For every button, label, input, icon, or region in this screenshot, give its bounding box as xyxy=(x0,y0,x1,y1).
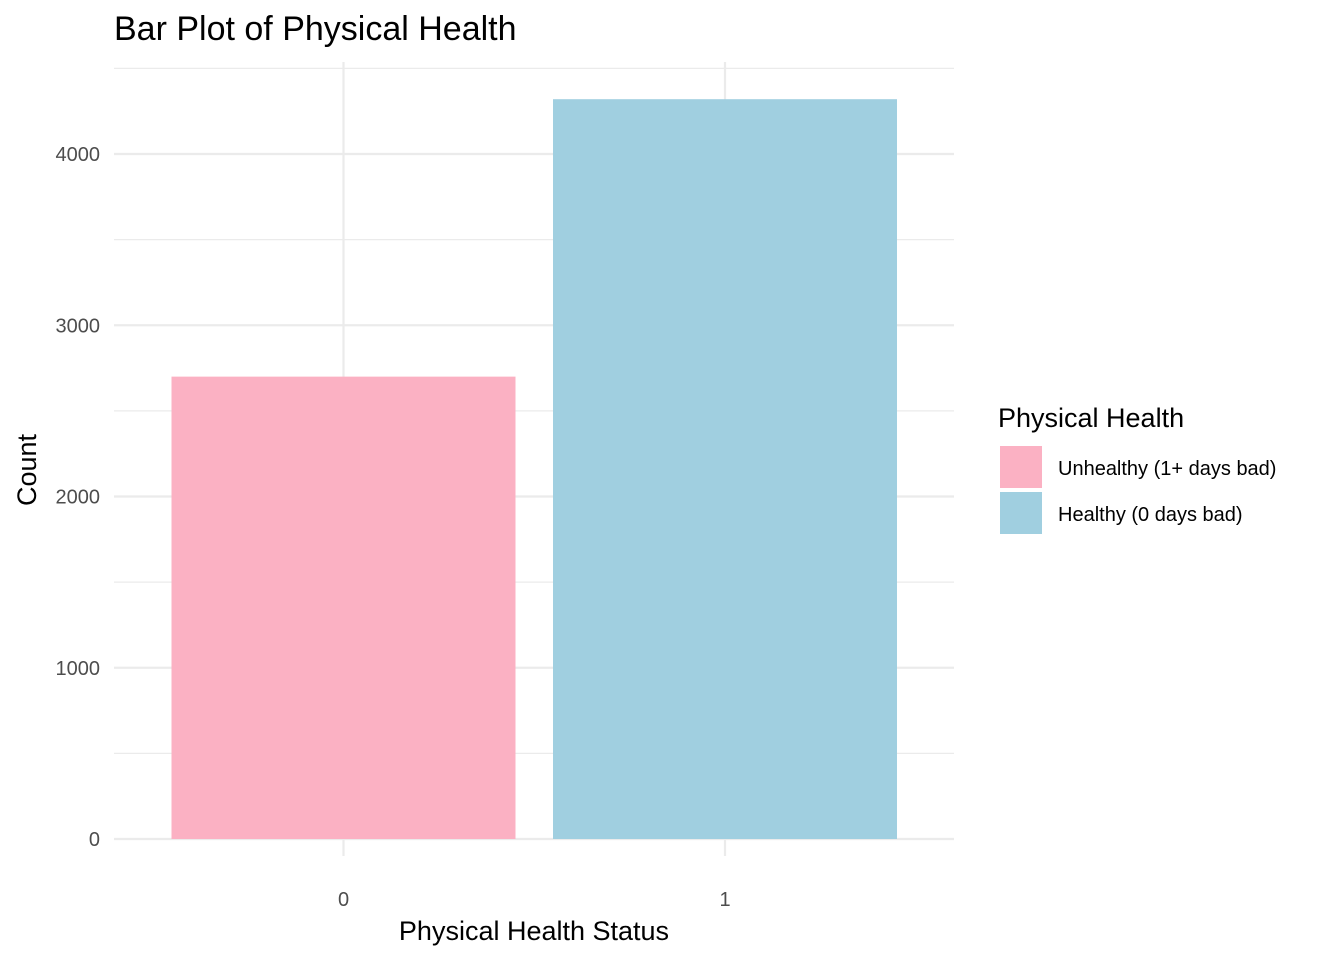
y-axis-title: Count xyxy=(12,433,42,506)
x-tick-label: 0 xyxy=(338,889,349,911)
axes: 0 1000 2000 3000 4000 0 1 xyxy=(56,144,731,911)
legend-swatch xyxy=(1000,446,1042,488)
x-axis-title: Physical Health Status xyxy=(399,916,669,946)
legend-swatch xyxy=(1000,492,1042,534)
y-tick-label: 2000 xyxy=(56,487,101,509)
y-tick-label: 3000 xyxy=(56,315,101,337)
y-tick-label: 0 xyxy=(89,829,100,851)
y-tick-label: 4000 xyxy=(56,144,101,166)
chart-title: Bar Plot of Physical Health xyxy=(114,10,517,48)
legend-label: Healthy (0 days bad) xyxy=(1058,504,1243,526)
legend-title: Physical Health xyxy=(998,403,1184,433)
legend: Physical Health Unhealthy (1+ days bad) H… xyxy=(998,403,1276,534)
bars xyxy=(171,99,897,839)
x-tick-label: 1 xyxy=(719,889,730,911)
bar-0 xyxy=(171,376,516,839)
y-tick-label: 1000 xyxy=(56,658,101,680)
legend-label: Unhealthy (1+ days bad) xyxy=(1058,458,1276,480)
bar-1 xyxy=(553,99,897,839)
